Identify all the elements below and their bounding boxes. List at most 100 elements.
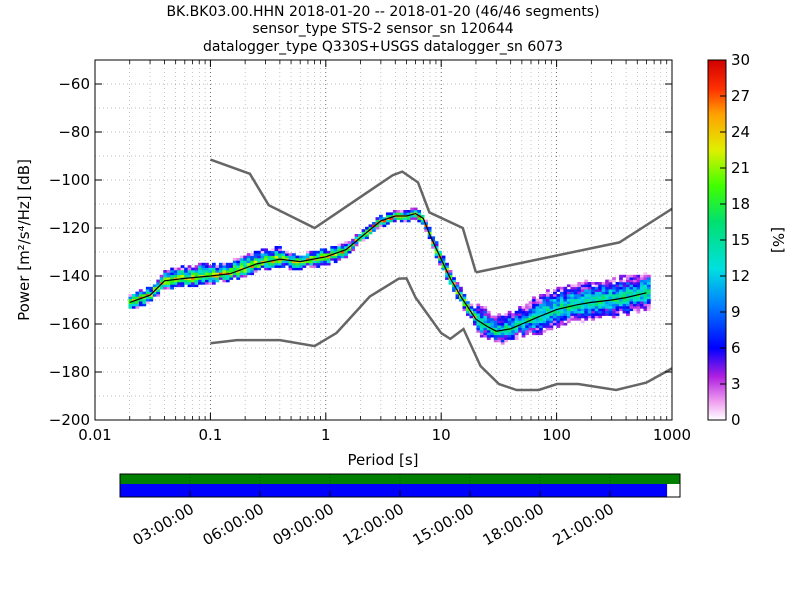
- heatmap-cell: [344, 255, 348, 259]
- heatmap-cell: [493, 337, 498, 340]
- heatmap-cell: [622, 298, 627, 302]
- colorbar-tick-label: 12: [731, 267, 750, 285]
- heatmap-cell: [566, 296, 571, 300]
- heatmap-cell: [180, 272, 185, 276]
- heatmap-cell: [479, 332, 484, 336]
- heatmap-cell: [626, 279, 630, 283]
- colorbar: 0 3 6 9 12 15 18 21 24 27 30 [%]: [707, 51, 787, 429]
- heatmap-cell: [354, 243, 359, 247]
- heatmap-cell: [452, 282, 456, 285]
- heatmap-cell: [330, 255, 335, 259]
- heatmap-cell: [166, 272, 171, 276]
- heatmap-cell: [177, 270, 181, 273]
- heatmap-cell: [535, 318, 540, 321]
- heatmap-cell: [323, 250, 328, 254]
- heatmap-cell: [566, 291, 571, 295]
- heatmap-cell: [452, 279, 456, 283]
- heatmap-cell: [486, 327, 491, 331]
- heatmap-cell: [493, 318, 498, 321]
- heatmap-cell: [246, 253, 251, 256]
- heatmap-cell: [469, 303, 474, 307]
- heatmap-cell: [546, 310, 550, 314]
- heatmap-cell: [615, 294, 620, 297]
- heatmap-cell: [239, 262, 244, 266]
- heatmap-cell: [573, 306, 578, 309]
- heatmap-cell: [323, 258, 328, 261]
- heatmap-cell: [573, 318, 578, 321]
- heatmap-cell: [142, 298, 147, 302]
- heatmap-cell: [643, 274, 648, 278]
- heatmap-cell: [535, 298, 540, 302]
- heatmap-cell: [493, 325, 498, 328]
- heatmap-cell: [563, 289, 568, 292]
- heatmap-cell: [323, 262, 328, 266]
- heatmap-cell: [577, 310, 582, 314]
- heatmap-cell: [452, 286, 456, 290]
- title-line-1: BK.BK03.00.HHN 2018-01-20 -- 2018-01-20 …: [166, 4, 599, 20]
- heatmap-cell: [608, 306, 613, 309]
- y-axis: −200 −180 −160 −140 −120 −100 −80 −60: [49, 75, 672, 429]
- heatmap-cell: [211, 267, 216, 271]
- heatmap-cell: [399, 219, 404, 223]
- heatmap-cell: [483, 308, 488, 312]
- heatmap-cell: [500, 330, 505, 333]
- heatmap-cell: [587, 282, 592, 285]
- heatmap-cell: [271, 262, 275, 266]
- heatmap-cell: [479, 315, 484, 319]
- heatmap-cell: [497, 330, 502, 333]
- heatmap-cell: [382, 224, 387, 228]
- heatmap-cell: [591, 291, 596, 295]
- heatmap-cell: [264, 262, 268, 266]
- heatmap-cell: [441, 255, 446, 259]
- heatmap-cell: [636, 282, 641, 285]
- heatmap-cell: [257, 253, 261, 256]
- heatmap-cell: [539, 306, 543, 309]
- heatmap-cell: [403, 212, 408, 216]
- heatmap-cell: [646, 296, 651, 300]
- heatmap-cell: [629, 296, 634, 300]
- heatmap-cell: [392, 219, 397, 223]
- heatmap-cell: [187, 265, 192, 268]
- heatmap-cell: [539, 327, 543, 331]
- heatmap-cell: [156, 286, 161, 290]
- heatmap-cell: [500, 325, 505, 328]
- heatmap-cell: [215, 267, 220, 271]
- heatmap-cell: [615, 289, 620, 292]
- heatmap-cell: [639, 274, 644, 278]
- heatmap-cell: [643, 298, 648, 302]
- heatmap-cell: [577, 313, 582, 316]
- heatmap-cell: [382, 217, 387, 220]
- heatmap-cell: [448, 270, 453, 273]
- heatmap-cell: [260, 250, 265, 254]
- heatmap-cell: [539, 322, 543, 326]
- heatmap-cell: [514, 330, 519, 333]
- heatmap-cell: [570, 303, 575, 307]
- heatmap-cell: [149, 291, 154, 295]
- heatmap-cell: [309, 255, 314, 259]
- heatmap-cell: [365, 234, 369, 237]
- heatmap-cell: [462, 306, 467, 309]
- heatmap-cell: [552, 291, 557, 295]
- heatmap-cell: [361, 231, 366, 235]
- heatmap-cell: [594, 289, 599, 292]
- heatmap-cell: [441, 260, 446, 264]
- heatmap-cell: [337, 255, 342, 259]
- heatmap-cell: [375, 217, 380, 220]
- y-tick-label: −180: [49, 363, 90, 381]
- heatmap-cell: [580, 308, 585, 312]
- heatmap-cell: [159, 286, 164, 290]
- noise-model-line-2: [475, 207, 672, 274]
- heatmap-cell: [455, 284, 460, 288]
- heatmap-cell: [573, 294, 578, 297]
- heatmap-cell: [633, 289, 637, 292]
- heatmap-cell: [528, 322, 533, 326]
- heatmap-cell: [173, 270, 178, 273]
- heatmap-cell: [274, 250, 279, 254]
- heatmap-cell: [166, 282, 171, 285]
- heatmap-cell: [250, 253, 255, 256]
- heatmap-cell: [424, 219, 429, 223]
- heatmap-cell: [131, 294, 136, 297]
- heatmap-cell: [552, 289, 557, 292]
- heatmap-cell: [208, 265, 213, 268]
- heatmap-cell: [361, 238, 366, 242]
